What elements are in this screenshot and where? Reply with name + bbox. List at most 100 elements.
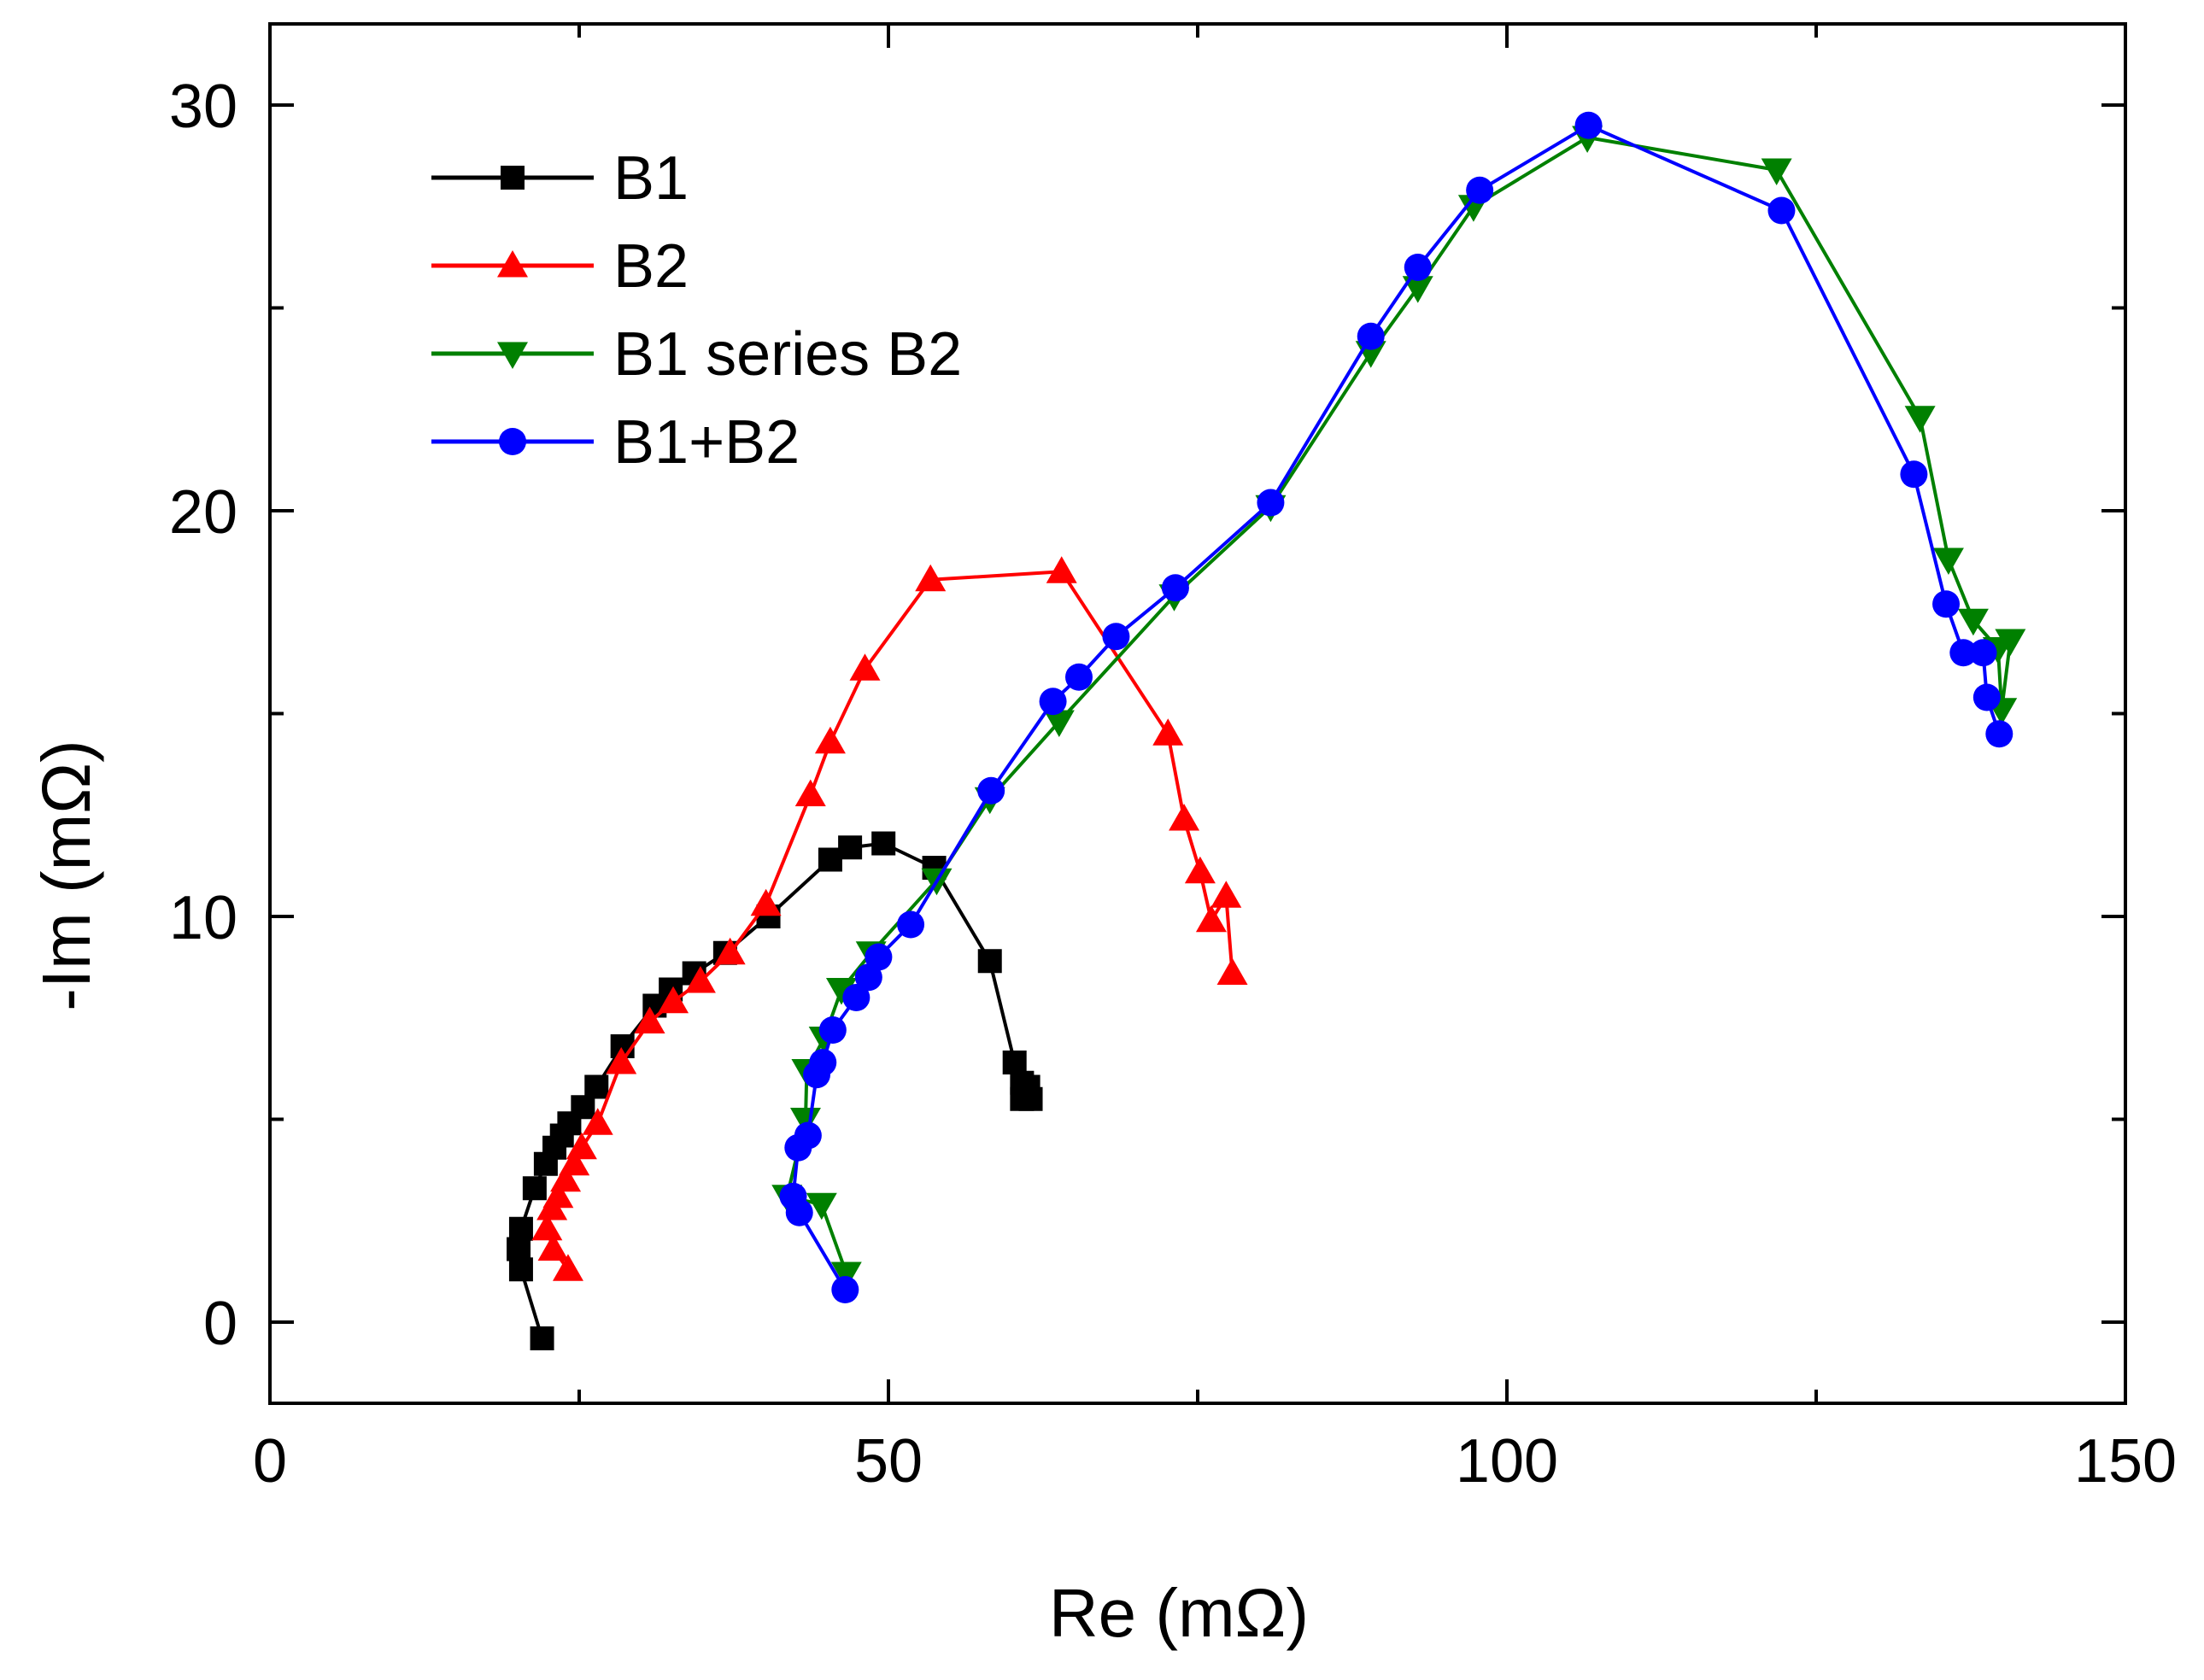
data-point <box>542 1180 574 1209</box>
data-point <box>1985 720 2013 748</box>
data-point <box>1210 881 1242 908</box>
data-point <box>606 1047 637 1074</box>
legend-entry: B1 series B2 <box>431 320 962 389</box>
data-point <box>915 564 947 592</box>
data-point <box>566 1132 597 1160</box>
data-point <box>831 1276 859 1303</box>
data-point <box>1039 688 1067 716</box>
series-b1-series-b2 <box>771 126 2026 1289</box>
data-point <box>1972 683 2001 711</box>
data-point <box>977 949 1002 974</box>
data-point <box>830 1261 862 1289</box>
data-point <box>809 1049 837 1076</box>
data-point <box>897 910 925 939</box>
legend-label: B1 <box>613 144 689 213</box>
series-b2 <box>531 556 1248 1281</box>
series-layer <box>507 111 2026 1350</box>
major-ticks <box>268 24 2127 1403</box>
data-point <box>1010 1086 1035 1111</box>
legend-entry: B2 <box>431 232 689 301</box>
data-point <box>750 888 782 916</box>
data-point <box>1904 406 1936 433</box>
data-point <box>1957 608 1989 636</box>
data-point <box>794 779 826 806</box>
data-point <box>842 984 870 1011</box>
data-point <box>507 1237 531 1261</box>
data-point <box>1767 196 1796 225</box>
data-point <box>1995 629 2026 656</box>
data-point <box>1216 957 1248 985</box>
data-point <box>789 1108 821 1135</box>
data-point <box>1466 176 1494 204</box>
x-tick-label: 150 <box>2074 1427 2177 1496</box>
data-point <box>1402 276 1433 303</box>
y-axis-title: -Im (mΩ) <box>28 740 104 1010</box>
data-point <box>1357 322 1385 350</box>
data-point <box>537 1233 569 1261</box>
data-point <box>1932 590 1961 618</box>
data-point <box>1257 489 1285 517</box>
data-point <box>854 963 882 992</box>
data-point <box>1043 710 1075 737</box>
legend-label: B1 series B2 <box>613 320 962 389</box>
data-point <box>1169 804 1200 831</box>
data-point <box>1195 904 1227 933</box>
y-tick-label: 10 <box>169 884 237 952</box>
minor-ticks <box>270 24 2125 1403</box>
data-point <box>1900 460 1928 489</box>
data-point <box>550 1164 582 1192</box>
data-point <box>871 831 896 856</box>
data-point <box>838 835 863 860</box>
data-point <box>508 1257 533 1282</box>
data-point <box>794 1121 822 1150</box>
legend-marker <box>499 428 526 455</box>
data-point <box>582 1108 613 1135</box>
y-tick-label: 20 <box>169 478 237 547</box>
data-point <box>1969 639 1997 667</box>
data-point <box>849 653 881 681</box>
series-line <box>785 136 2013 1274</box>
data-point <box>1932 547 1964 575</box>
data-point <box>552 1254 583 1281</box>
data-point <box>814 726 846 754</box>
data-point <box>977 776 1005 805</box>
data-point <box>1002 1051 1027 1074</box>
data-point <box>658 986 689 1014</box>
y-tick-label: 30 <box>169 73 237 141</box>
tick-labels: 0 50 100 150 0 10 20 30 <box>169 73 2177 1496</box>
data-point <box>1064 663 1093 691</box>
legend-marker <box>497 250 528 278</box>
x-tick-label: 100 <box>1456 1427 1558 1496</box>
data-point <box>1161 574 1189 602</box>
data-point <box>806 1192 837 1220</box>
legend: B1 B2 B1 series B2 B1+B2 <box>431 144 962 477</box>
legend-label: B1+B2 <box>613 408 800 477</box>
series-line <box>545 570 1234 1271</box>
legend-label: B2 <box>613 232 689 301</box>
legend-marker <box>501 166 525 190</box>
plot-frame <box>268 22 2127 1405</box>
data-point <box>684 966 716 993</box>
data-point <box>1949 639 1978 667</box>
data-point <box>531 1213 563 1241</box>
data-point <box>634 1006 665 1033</box>
data-point <box>571 1095 595 1120</box>
x-tick-label: 0 <box>253 1427 287 1496</box>
data-point <box>779 1182 807 1210</box>
data-point <box>1046 556 1077 583</box>
legend-marker <box>497 342 528 369</box>
data-point <box>1102 623 1130 651</box>
data-point <box>1404 254 1432 281</box>
data-point <box>714 937 746 965</box>
series-b1-b2 <box>779 111 2013 1303</box>
data-point <box>559 1148 590 1176</box>
legend-entry: B1+B2 <box>431 408 800 477</box>
x-axis-title: Re (mΩ) <box>1049 1575 1309 1651</box>
data-point <box>584 1074 609 1099</box>
data-point <box>865 943 893 971</box>
data-point <box>508 1216 533 1241</box>
data-point <box>1152 718 1184 746</box>
legend-entry: B1 <box>431 144 689 213</box>
data-point <box>1184 856 1216 884</box>
